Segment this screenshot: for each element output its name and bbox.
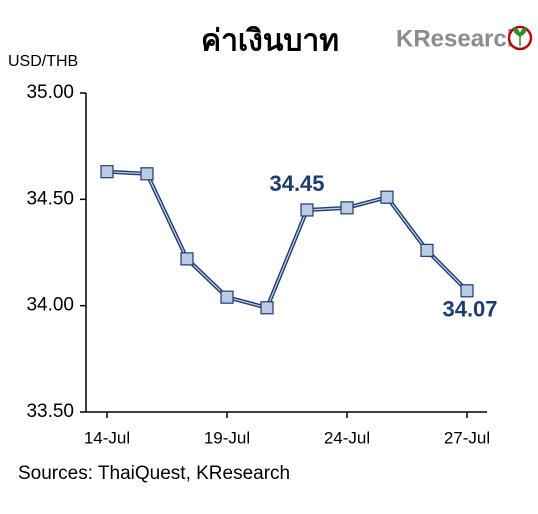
x-tick-label: 19-Jul [204, 428, 250, 447]
value-label: 34.45 [269, 171, 324, 196]
marker [180, 252, 194, 266]
y-tick-label: 33.50 [26, 401, 74, 422]
marker [100, 165, 114, 179]
source: Sources: ThaiQuest, KResearch [18, 463, 290, 484]
marker [460, 284, 474, 298]
x-tick-label: 14-Jul [84, 428, 130, 447]
y-tick-label: 34.50 [26, 188, 74, 209]
y-axis-label: USD/THB [8, 53, 78, 70]
x-tick-label: 24-Jul [324, 428, 370, 447]
line [106, 171, 468, 309]
marker [340, 201, 354, 215]
x-tick-label: 27-Jul [444, 428, 490, 447]
y-tick-label: 34.00 [26, 295, 74, 316]
marker [140, 167, 154, 181]
marker [260, 301, 274, 315]
marker [300, 203, 314, 217]
chart-title: ค่าเงินบาท [201, 24, 339, 59]
marker [220, 290, 234, 304]
logo: KResearch [396, 25, 521, 52]
marker [420, 243, 434, 257]
logo-leaf [513, 27, 527, 46]
marker [380, 190, 394, 204]
value-label: 34.07 [442, 297, 497, 322]
y-tick-label: 35.00 [26, 82, 74, 103]
